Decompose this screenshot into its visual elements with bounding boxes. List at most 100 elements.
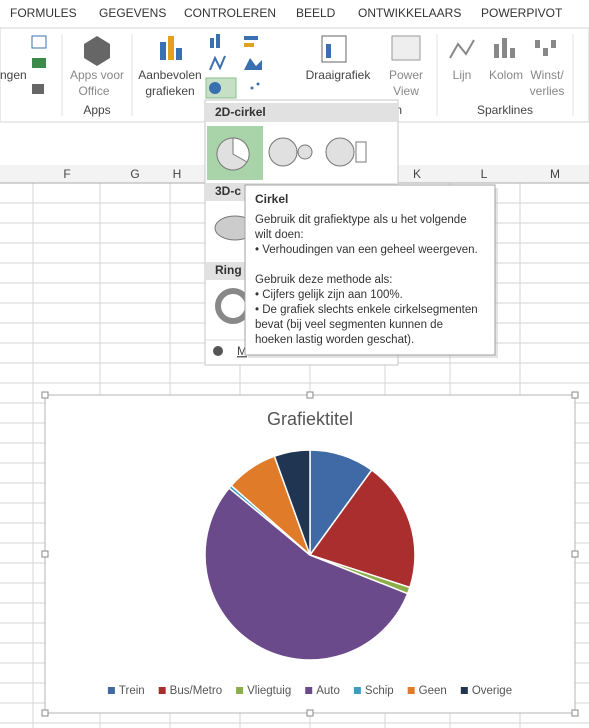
section-header: [206, 103, 397, 122]
selection-handle: [571, 391, 579, 399]
icon: [176, 48, 182, 60]
legend-swatch: [236, 687, 244, 694]
column-header: K: [413, 167, 421, 181]
icon: [31, 35, 47, 49]
button-label[interactable]: grafieken: [145, 84, 194, 98]
column-header: L: [481, 167, 488, 181]
icon: [209, 55, 226, 71]
column-header: M: [550, 167, 560, 181]
tooltip-line: Gebruik dit grafiektype als u het volgen…: [255, 214, 467, 226]
column-header: G: [130, 167, 139, 181]
group-label: Sparklines: [477, 103, 533, 117]
legend-label: Trein: [119, 685, 145, 697]
button-label[interactable]: Aanbevolen: [138, 68, 201, 82]
bar-of-pie-icon: [355, 141, 367, 163]
tab[interactable]: FORMULES: [10, 6, 77, 20]
icon: [244, 36, 258, 40]
icon: [494, 44, 499, 58]
legend-swatch: [107, 687, 115, 694]
tab[interactable]: BEELD: [296, 6, 336, 20]
selection-handle: [41, 550, 49, 558]
selection-handle: [571, 550, 579, 558]
button-label[interactable]: Office: [78, 84, 109, 98]
legend-swatch: [460, 687, 468, 694]
icon: [209, 82, 221, 94]
icon: [244, 58, 262, 70]
button-label[interactable]: verlies: [530, 84, 565, 98]
tooltip-body: Gebruik dit grafiektype als u het volgen…: [254, 214, 478, 346]
icon: [250, 86, 254, 90]
more-icon: [213, 346, 223, 356]
pie-of-pie-icon: [297, 144, 313, 160]
icon: [244, 43, 254, 47]
apps-icon: [84, 36, 110, 66]
button-label[interactable]: Kolom: [489, 68, 523, 82]
legend-label: Bus/Metro: [170, 685, 222, 697]
tab[interactable]: GEGEVENS: [99, 6, 166, 20]
section-title: 2D-cirkel: [215, 105, 266, 119]
tab-bar: [0, 0, 589, 28]
legend: Trein Bus/Metro Vliegtuig Auto Schip Geen Over…: [107, 685, 512, 697]
icon: [449, 39, 475, 59]
chart-title: Grafiektitel: [267, 409, 353, 429]
legend-swatch: [353, 687, 361, 694]
icon: [216, 34, 220, 48]
legend-label: Auto: [316, 685, 340, 697]
button-label[interactable]: Lijn: [453, 68, 472, 82]
column-header: F: [63, 167, 70, 181]
pie-of-pie-icon[interactable]: [268, 137, 298, 167]
section-title: Ring: [215, 263, 242, 277]
icon: [551, 40, 556, 48]
bar-of-pie-icon[interactable]: [325, 137, 355, 167]
icon: [32, 84, 44, 94]
button-label[interactable]: View: [393, 84, 419, 98]
selection-handle: [41, 391, 49, 399]
tooltip-line: wilt doen:: [254, 229, 304, 241]
selection-handle: [41, 709, 49, 717]
tab[interactable]: CONTROLEREN: [184, 6, 276, 20]
selection-handle: [571, 709, 579, 717]
icon: [535, 40, 540, 48]
tooltip-line: • Verhoudingen van een geheel weergeven.: [255, 244, 478, 256]
menu-item[interactable]: M: [237, 344, 247, 358]
legend-label: Geen: [419, 685, 447, 697]
group-label: Apps: [83, 103, 110, 117]
legend-swatch: [158, 687, 166, 694]
icon: [210, 38, 214, 48]
button-label[interactable]: Power: [389, 68, 423, 82]
legend-swatch: [305, 687, 313, 694]
icon: [168, 36, 174, 60]
icon: [32, 58, 46, 68]
icon: [502, 38, 507, 58]
icon: [543, 48, 548, 56]
tab[interactable]: POWERPIVOT: [481, 6, 563, 20]
selection-handle: [306, 709, 314, 717]
legend-swatch: [407, 687, 415, 694]
pivot-icon: [321, 35, 347, 63]
button-label[interactable]: ngen: [0, 68, 27, 82]
selection-handle: [306, 391, 314, 399]
tooltip: [244, 184, 496, 356]
legend-label: Overige: [472, 685, 512, 697]
button-label[interactable]: Winst/: [530, 68, 564, 82]
button-label[interactable]: Apps voor: [70, 68, 124, 82]
tooltip-line: hoeken lastig worden geschat).: [255, 334, 414, 346]
icon: [510, 48, 515, 58]
tooltip-line: • Cijfers gelijk zijn aan 100%.: [255, 289, 403, 301]
power-view-icon: [391, 35, 421, 61]
button-label[interactable]: Draaigrafiek: [306, 68, 372, 82]
legend-label: Vliegtuig: [247, 685, 291, 697]
pie-slice: [308, 469, 416, 589]
legend-label: Schip: [365, 685, 394, 697]
icon: [160, 42, 166, 60]
chart[interactable]: Grafiektitel Trein Bus/Metro Vliegtuig Auto…: [41, 391, 579, 717]
tab[interactable]: ONTWIKKELAARS: [358, 6, 461, 20]
tooltip-line: bevat (bij veel segmenten kunnen de: [255, 319, 443, 331]
tooltip-line: • De grafiek slechts enkele cirkelsegmen…: [255, 304, 478, 316]
section-title: 3D-c: [215, 184, 241, 198]
pie-icon: [232, 137, 250, 163]
icon: [256, 82, 260, 86]
icon: [326, 44, 331, 58]
column-header: H: [173, 167, 182, 181]
